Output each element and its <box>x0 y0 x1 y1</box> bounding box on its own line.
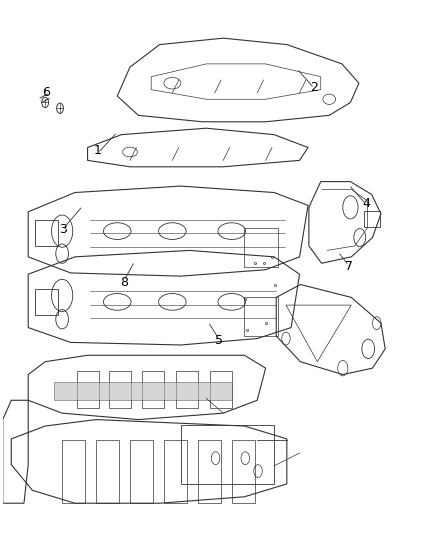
Bar <box>130 440 153 503</box>
Bar <box>176 371 198 408</box>
Bar <box>96 440 120 503</box>
Bar <box>53 382 232 400</box>
Bar <box>198 440 221 503</box>
Bar <box>244 297 279 336</box>
Bar <box>109 371 131 408</box>
Bar <box>35 289 58 315</box>
Text: 6: 6 <box>42 86 50 99</box>
Text: 1: 1 <box>94 144 102 157</box>
Bar <box>210 371 232 408</box>
Text: 4: 4 <box>362 197 370 209</box>
Text: 5: 5 <box>215 334 223 347</box>
Text: 7: 7 <box>345 260 353 273</box>
Text: 8: 8 <box>120 276 128 289</box>
Text: 2: 2 <box>310 80 318 94</box>
Bar <box>77 371 99 408</box>
Bar <box>181 425 274 484</box>
Text: 3: 3 <box>60 223 67 236</box>
Bar <box>35 220 58 246</box>
Bar <box>232 440 255 503</box>
Bar <box>164 440 187 503</box>
Bar <box>364 211 380 227</box>
Bar <box>244 228 279 266</box>
Bar <box>62 440 85 503</box>
Bar <box>142 371 164 408</box>
